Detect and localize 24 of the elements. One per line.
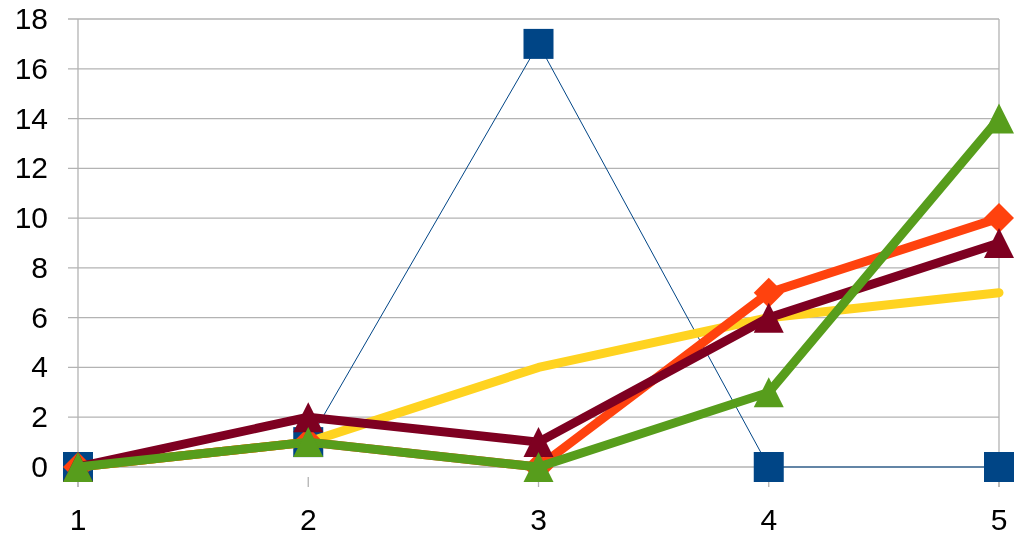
x-tick-label: 1	[69, 503, 87, 534]
x-tick-label: 2	[299, 503, 317, 534]
point	[523, 28, 554, 59]
y-tick-label: 14	[14, 101, 48, 135]
y-tick-label: 4	[31, 350, 48, 384]
y-tick-label: 2	[31, 400, 48, 434]
y-tick-label: 16	[14, 51, 48, 85]
x-tick-label: 3	[530, 503, 547, 534]
y-tick-label: 6	[31, 300, 48, 334]
y-tick-label: 8	[31, 250, 48, 284]
point	[523, 427, 554, 458]
y-tick-label: 0	[31, 450, 48, 483]
point	[753, 452, 784, 482]
point	[984, 228, 1014, 258]
y-tick-label: 12	[14, 151, 48, 185]
point	[753, 277, 784, 308]
point	[293, 402, 324, 433]
point	[753, 302, 784, 333]
y-tick-label: 18	[14, 2, 48, 35]
point	[984, 452, 1014, 482]
x-tick-label: 4	[760, 503, 778, 534]
y-tick-label: 10	[14, 201, 48, 235]
point	[984, 203, 1014, 234]
x-tick-label: 5	[990, 503, 1008, 534]
